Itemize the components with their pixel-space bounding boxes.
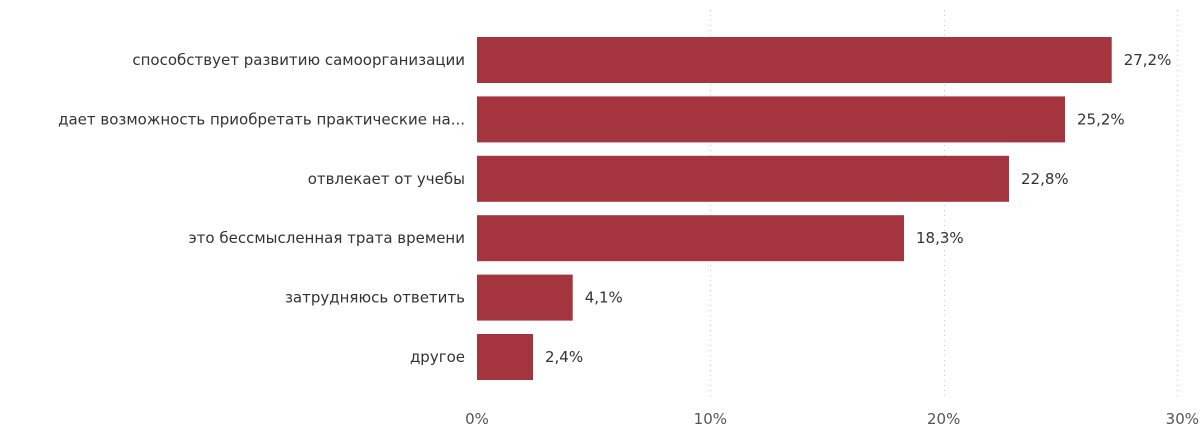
value-labels: 27,2% 25,2% 22,8% 18,3% 4,1% 2,4% [545, 51, 1171, 366]
bar [477, 37, 1112, 83]
bars [477, 37, 1112, 380]
category-labels: способствует развитию самоорганизации дае… [58, 51, 465, 366]
value-label: 25,2% [1077, 110, 1125, 128]
category-label: дает возможность приобретать практически… [58, 110, 465, 128]
bar [477, 155, 1009, 202]
x-tick-label: 30% [1166, 410, 1199, 428]
x-tick-label: 10% [694, 410, 727, 428]
category-label: это бессмысленная трата времени [188, 229, 465, 247]
category-label: затрудняюсь ответить [285, 289, 465, 307]
x-tick-label: 0% [465, 410, 489, 428]
value-label: 2,4% [545, 348, 583, 366]
bar [477, 96, 1065, 143]
category-label: отвлекает от учебы [308, 170, 465, 188]
bar [477, 334, 533, 380]
x-axis-ticks: 0% 10% 20% 30% [465, 410, 1199, 428]
value-label: 27,2% [1124, 51, 1172, 69]
bar [477, 215, 904, 262]
category-label: способствует развитию самоорганизации [132, 51, 465, 69]
value-label: 18,3% [916, 229, 964, 247]
x-tick-label: 20% [927, 410, 960, 428]
value-label: 4,1% [585, 289, 623, 307]
bar [477, 274, 573, 321]
category-label: другое [410, 348, 465, 366]
value-label: 22,8% [1021, 170, 1069, 188]
